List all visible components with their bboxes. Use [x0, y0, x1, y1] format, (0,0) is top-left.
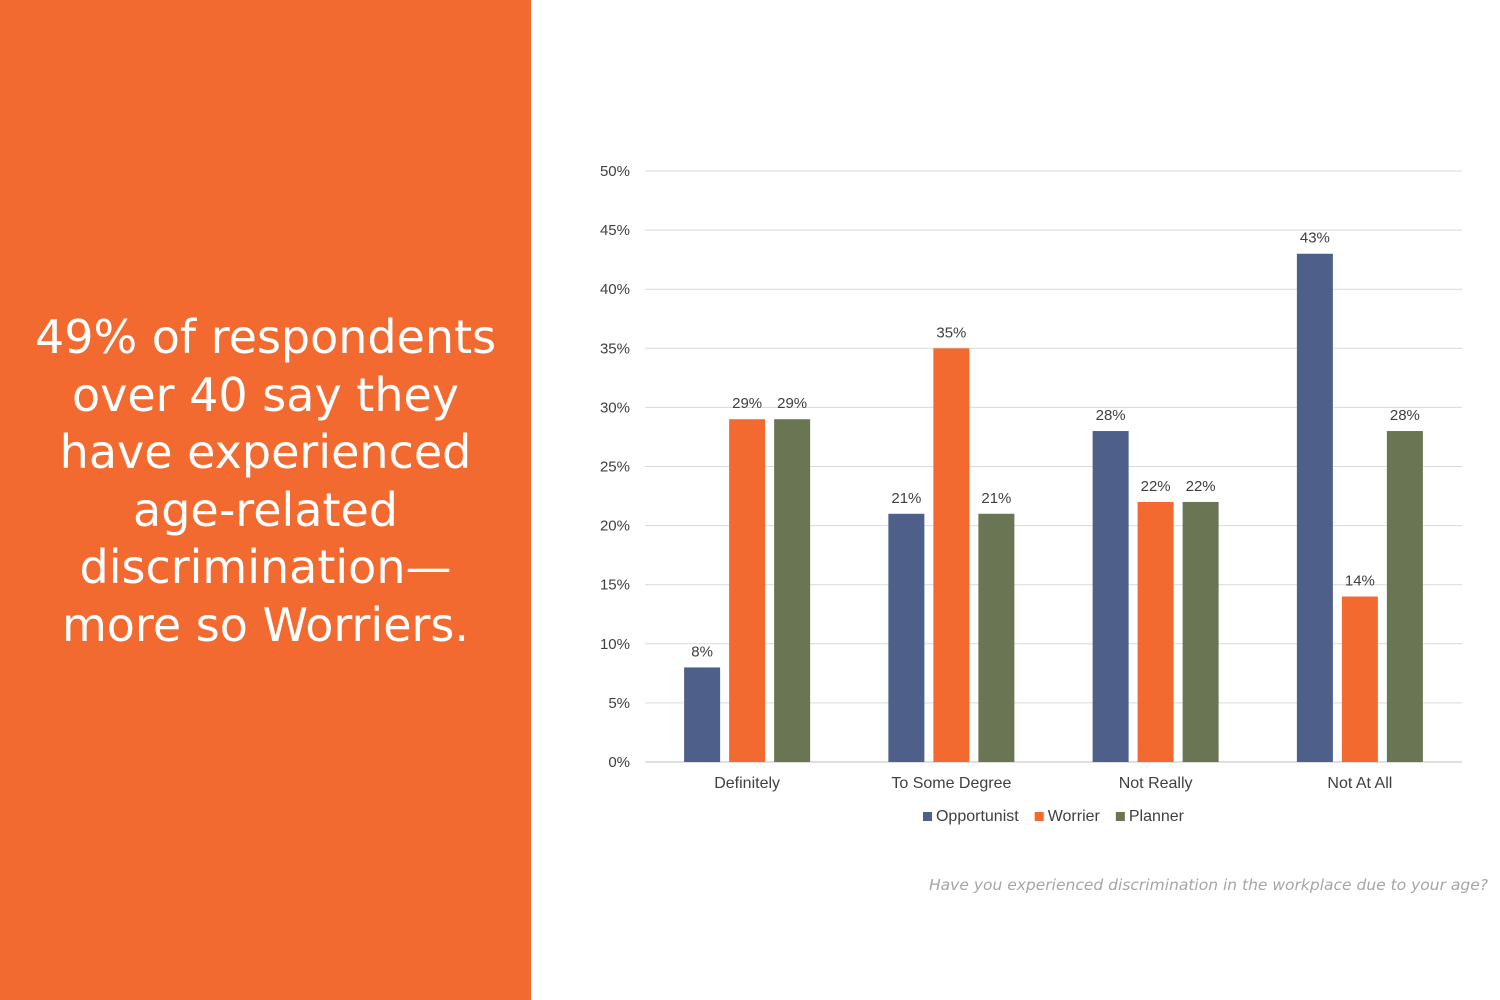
category-label: To Some Degree	[891, 775, 1011, 792]
legend-item-worrier: Worrier	[1034, 808, 1101, 825]
headline: 49% of respondents over 40 say they have…	[34, 310, 497, 652]
bar-worrier-definitely	[729, 419, 766, 762]
data-label: 29%	[732, 395, 762, 412]
footnote: Have you experienced discrimination in t…	[929, 876, 1488, 894]
legend-swatch	[1115, 812, 1125, 821]
category-label: Not Really	[1119, 775, 1193, 792]
data-label: 28%	[1390, 407, 1420, 424]
bars	[684, 253, 1423, 763]
bar-opportunist-definitely	[684, 667, 721, 762]
y-tick-label: 5%	[608, 695, 630, 712]
gridlines	[645, 170, 1462, 763]
data-label: 8%	[691, 643, 713, 660]
data-label: 29%	[777, 395, 807, 412]
y-tick-label: 20%	[600, 518, 630, 535]
y-tick-label: 40%	[600, 281, 630, 298]
category-label: Not At All	[1327, 775, 1392, 792]
legend-label: Planner	[1129, 808, 1185, 825]
bar-worrier-not-at-all	[1341, 596, 1378, 762]
bar-planner-not-really	[1182, 501, 1219, 762]
bar-planner-definitely	[774, 419, 811, 762]
bar-planner-not-at-all	[1386, 431, 1423, 762]
data-label: 21%	[981, 490, 1011, 507]
y-axis-ticks: 0% 5% 10% 15% 20% 25% 30% 35% 40% 45% 50%	[600, 163, 630, 771]
data-label: 35%	[936, 324, 966, 341]
bar-planner-to-some-degree	[978, 513, 1015, 762]
y-tick-label: 15%	[600, 577, 630, 594]
legend-item-planner: Planner	[1115, 808, 1185, 825]
data-label: 14%	[1345, 573, 1375, 590]
data-label: 22%	[1141, 478, 1171, 495]
y-tick-label: 45%	[600, 222, 630, 239]
legend-label: Opportunist	[936, 808, 1019, 825]
y-tick-label: 10%	[600, 636, 630, 653]
y-tick-label: 0%	[608, 754, 630, 771]
data-label: 43%	[1300, 230, 1330, 247]
bar-chart: 0% 5% 10% 15% 20% 25% 30% 35% 40% 45% 50% 8% 29% 29%…	[600, 163, 1462, 825]
legend-item-opportunist: Opportunist	[922, 808, 1019, 825]
data-labels: 8% 29% 29% 21% 35% 21% 28% 22% 22% 43% 14% 28%	[691, 230, 1420, 661]
bar-worrier-to-some-degree	[933, 348, 970, 762]
x-axis-categories: Definitely To Some Degree Not Really Not At…	[714, 775, 1392, 792]
bar-opportunist-not-at-all	[1296, 253, 1333, 763]
legend-swatch	[1034, 812, 1044, 821]
headline-panel: 49% of respondents over 40 say they have…	[0, 0, 531, 1000]
y-tick-label: 50%	[600, 163, 630, 180]
data-label: 21%	[891, 490, 921, 507]
y-tick-label: 30%	[600, 399, 630, 416]
bar-opportunist-to-some-degree	[888, 513, 925, 762]
bar-worrier-not-really	[1137, 501, 1174, 762]
bar-opportunist-not-really	[1092, 431, 1129, 762]
data-label: 28%	[1096, 407, 1126, 424]
legend-label: Worrier	[1048, 808, 1101, 825]
category-label: Definitely	[714, 775, 780, 792]
y-tick-label: 35%	[600, 340, 630, 357]
data-label: 22%	[1186, 478, 1216, 495]
y-tick-label: 25%	[600, 459, 630, 476]
legend: Opportunist Worrier Planner	[922, 808, 1185, 825]
legend-swatch	[922, 812, 932, 821]
